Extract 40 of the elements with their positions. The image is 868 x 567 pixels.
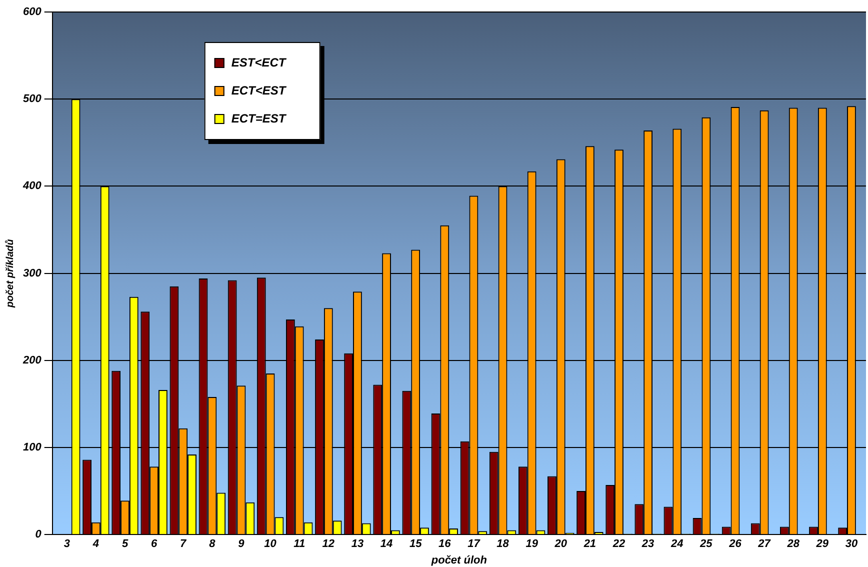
x-tick-label: 13	[351, 538, 364, 550]
y-tick-label: 500	[22, 93, 42, 106]
x-tick-label: 29	[815, 538, 830, 550]
y-tick-label: 0	[35, 528, 42, 541]
y-tick-label: 400	[22, 180, 42, 192]
x-tick-label: 30	[845, 538, 858, 550]
y-tick-label: 100	[22, 442, 42, 454]
y-tick-label: 600	[22, 6, 42, 18]
x-tick-label: 19	[526, 538, 539, 550]
x-tick-label: 7	[180, 538, 188, 550]
x-tick-label: 15	[409, 538, 423, 550]
x-tick-label: 8	[209, 538, 216, 550]
y-tick-label: 200	[22, 354, 42, 366]
x-tick-label: 22	[612, 538, 626, 550]
y-tick-label: 300	[22, 267, 42, 280]
x-tick-label: 23	[640, 538, 654, 550]
x-tick-label: 3	[64, 538, 70, 550]
x-tick-label: 10	[264, 538, 278, 550]
x-tick-label: 27	[757, 538, 772, 550]
x-tick-label: 24	[670, 538, 684, 550]
legend-label: ECT<EST	[231, 83, 288, 98]
x-axis-title: počet úloh	[430, 554, 488, 566]
x-tick-label: 12	[322, 538, 335, 550]
x-tick-label: 11	[294, 538, 306, 550]
legend-label: ECT=EST	[231, 111, 288, 126]
x-tick-label: 20	[554, 538, 568, 550]
x-tick-label: 25	[699, 538, 714, 550]
x-tick-label: 4	[92, 538, 100, 550]
x-tick-label: 21	[582, 538, 596, 550]
legend-label: EST<ECT	[231, 55, 288, 70]
x-tick-label: 18	[496, 538, 510, 550]
x-tick-label: 6	[150, 538, 158, 550]
x-tick-label: 28	[786, 538, 800, 550]
x-tick-label: 5	[122, 538, 129, 550]
x-tick-label: 26	[728, 538, 742, 550]
x-tick-label: 9	[238, 538, 246, 550]
x-tick-label: 16	[438, 538, 452, 550]
y-axis-title: počet příkladů	[4, 239, 16, 308]
x-tick-label: 14	[380, 538, 393, 550]
x-tick-label: 17	[468, 538, 481, 550]
